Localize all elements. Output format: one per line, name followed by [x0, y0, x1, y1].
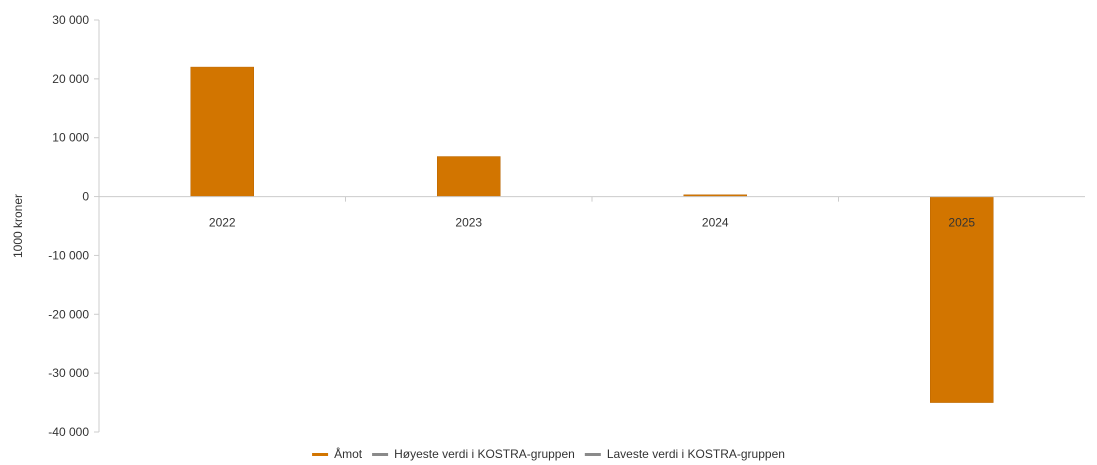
- legend-swatch: [584, 453, 601, 456]
- y-tick-label: 10 000: [52, 131, 89, 145]
- legend-label: Åmot: [334, 446, 363, 461]
- y-tick-label: 30 000: [52, 13, 89, 27]
- y-tick-label: 20 000: [52, 72, 89, 86]
- y-axis-label: 1000 kroner: [11, 194, 25, 258]
- legend: Åmot Høyeste verdi i KOSTRA-gruppen Lavest…: [312, 446, 785, 461]
- bar-2023[interactable]: [437, 156, 501, 197]
- bars-group: [190, 66, 994, 403]
- legend-item-1[interactable]: Høyeste verdi i KOSTRA-gruppen: [372, 447, 575, 461]
- category-label-2025: 2025: [948, 216, 975, 230]
- y-axis-ticks: 30 000 20 000 10 000 0 -10 000 -20 000 -30 000…: [48, 13, 99, 439]
- bar-2022[interactable]: [190, 66, 254, 197]
- legend-label: Laveste verdi i KOSTRA-gruppen: [607, 447, 785, 461]
- category-labels: 2022 2023 2024 2025: [209, 216, 976, 230]
- legend-label: Høyeste verdi i KOSTRA-gruppen: [394, 447, 575, 461]
- legend-item-0[interactable]: Åmot: [312, 446, 363, 461]
- y-tick-label: -40 000: [48, 425, 89, 439]
- y-tick-label: -10 000: [48, 248, 89, 262]
- legend-swatch: [312, 453, 329, 456]
- bar-2025[interactable]: [930, 196, 994, 403]
- category-label-2023: 2023: [455, 216, 482, 230]
- legend-item-2[interactable]: Laveste verdi i KOSTRA-gruppen: [584, 447, 785, 461]
- category-label-2024: 2024: [702, 216, 729, 230]
- legend-swatch: [372, 453, 389, 456]
- y-tick-label: 0: [82, 190, 89, 204]
- category-tick-marks: [345, 196, 839, 202]
- category-label-2022: 2022: [209, 216, 236, 230]
- y-tick-label: -20 000: [48, 307, 89, 321]
- y-tick-label: -30 000: [48, 366, 89, 380]
